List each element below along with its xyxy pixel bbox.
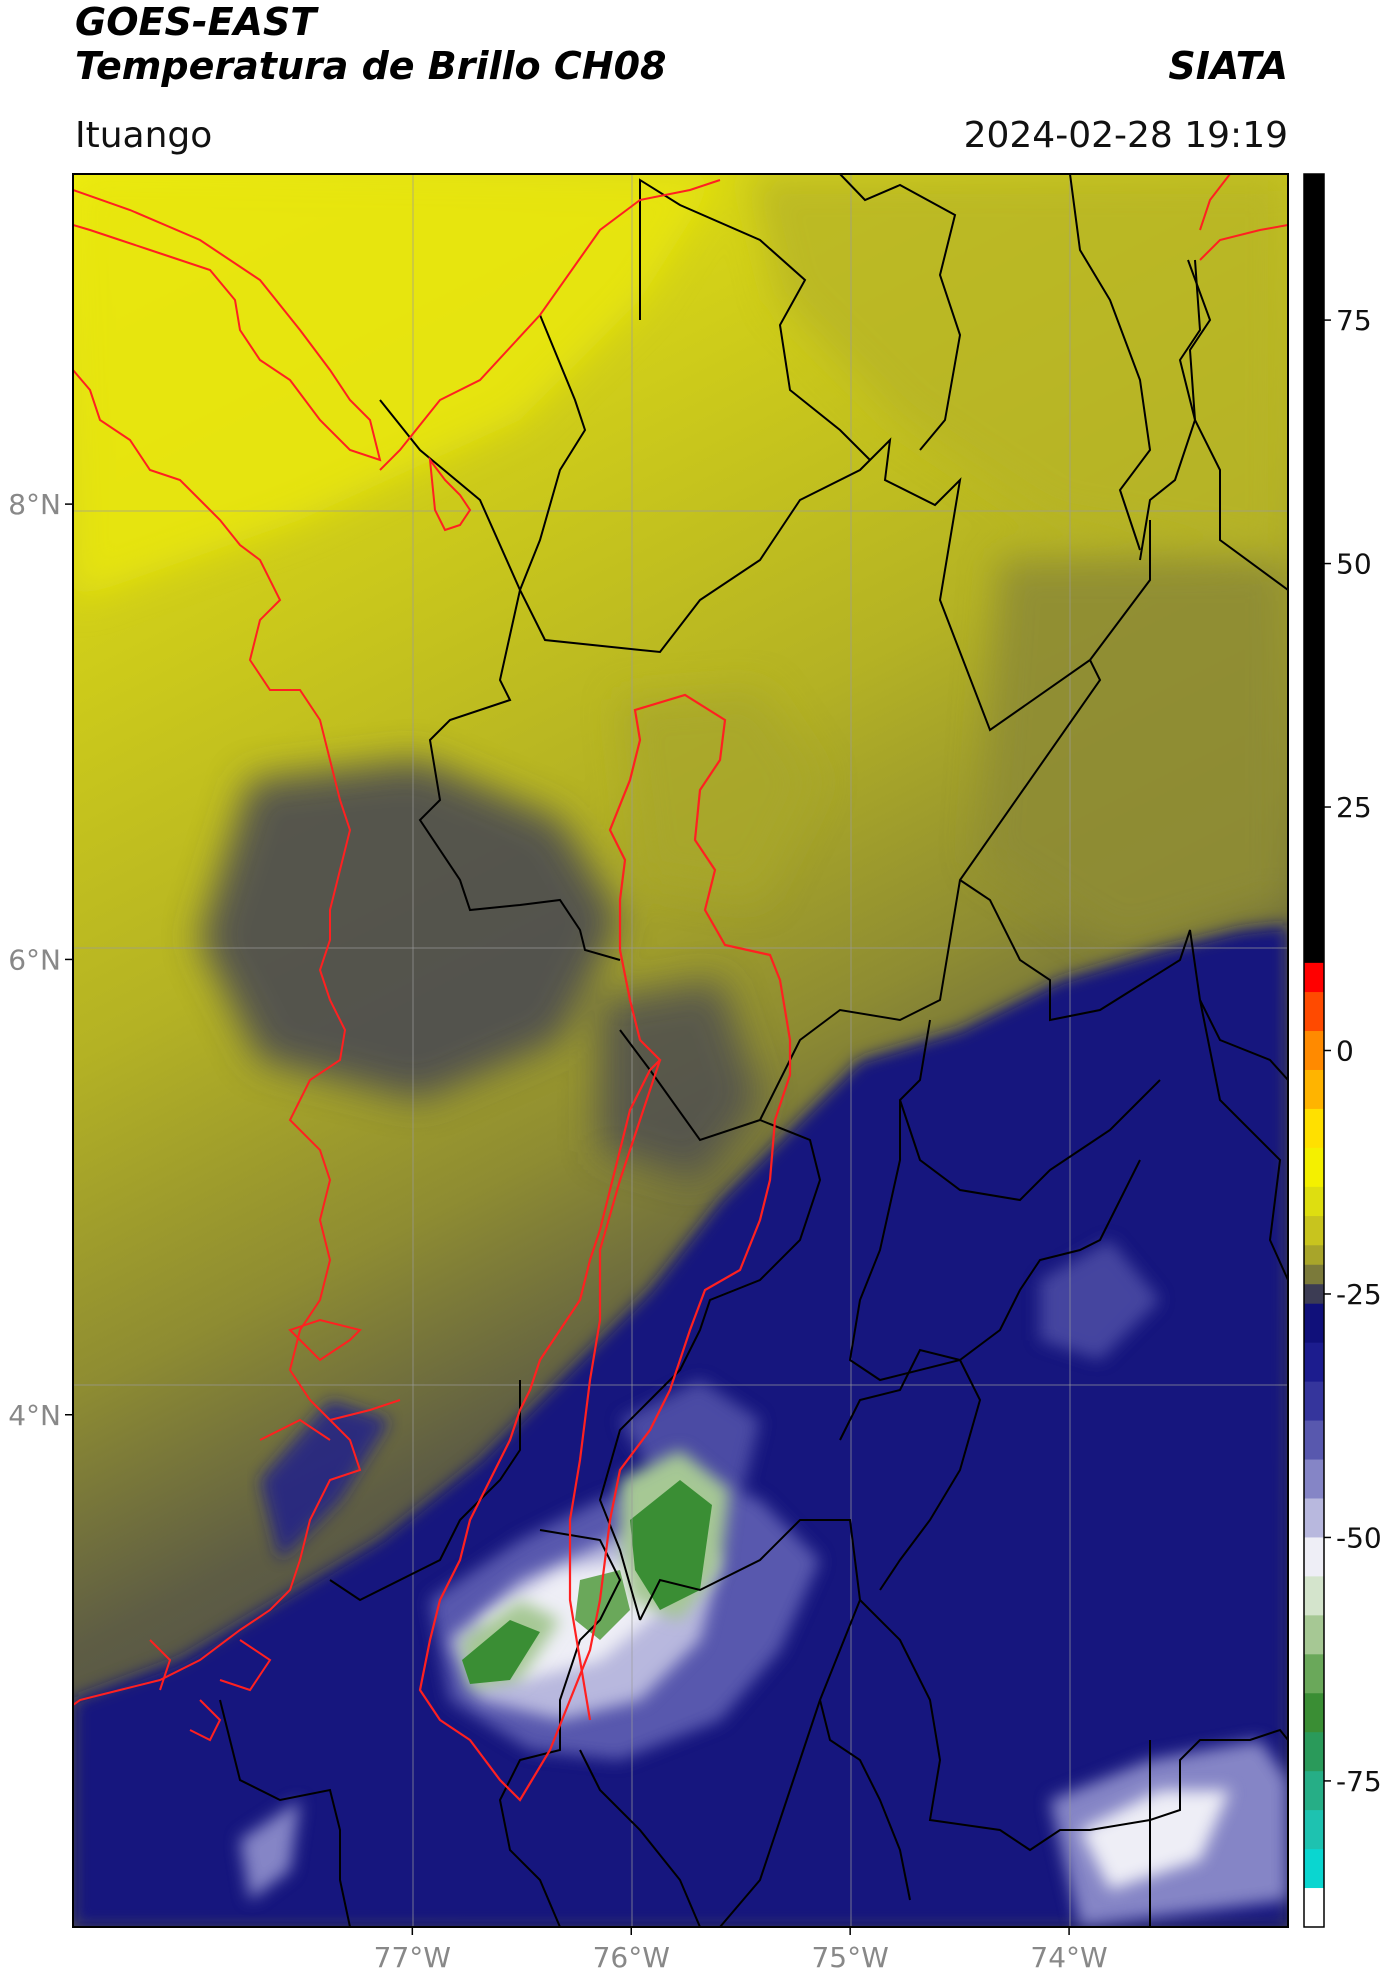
colorbar-segment	[1304, 1732, 1324, 1772]
colorbar-segment	[1304, 1693, 1324, 1733]
graticule	[73, 174, 1288, 1927]
colorbar-segment	[1304, 174, 1324, 964]
colorbar-tick-label: -25	[1336, 1278, 1382, 1311]
colorbar-segment	[1304, 1381, 1324, 1422]
colorbar-segment	[1304, 1888, 1324, 1928]
administrative-boundaries	[219, 174, 1288, 1927]
colorbar-segment	[1304, 1615, 1324, 1655]
colorbar-segment	[1304, 1108, 1324, 1149]
colorbar-segment	[1304, 1284, 1324, 1305]
organization-label: SIATA	[1168, 44, 1288, 88]
brightness-temperature-field	[73, 174, 1288, 1927]
lon-tick-label: 77°W	[374, 1941, 451, 1974]
colorbar-tick-label: -50	[1336, 1521, 1382, 1554]
colorbar-segment	[1304, 1342, 1324, 1383]
colorbar-segment	[1304, 1186, 1324, 1217]
colorbar-segments	[1304, 174, 1324, 1928]
colorbar-segment	[1304, 1459, 1324, 1500]
colorbar-tick-labels: 75 50 25 0 -25 -50 -75	[1324, 304, 1382, 1798]
title-line-2: Temperatura de Brillo CH08	[75, 44, 667, 88]
colorbar-segment	[1304, 1537, 1324, 1577]
colorbar-segment	[1304, 1216, 1324, 1246]
colorbar-segment	[1304, 1303, 1324, 1344]
colorbar-segment	[1304, 1576, 1324, 1616]
colorbar-segment	[1304, 1498, 1324, 1539]
colorbar-tick-label: 25	[1336, 791, 1372, 824]
colorbar-segment	[1304, 1264, 1324, 1285]
colorbar-segment	[1304, 962, 1324, 993]
lat-tick-label: 8°N	[8, 488, 61, 521]
colorbar-tick-label: -75	[1336, 1765, 1382, 1798]
colorbar-segment	[1304, 1031, 1324, 1071]
lon-tick-label: 75°W	[811, 1941, 888, 1974]
datetime-label: 2024-02-28 19:19	[963, 115, 1288, 156]
colorbar-segment	[1304, 992, 1324, 1032]
colorbar-tick-label: 75	[1336, 304, 1372, 337]
colorbar-segment	[1304, 1849, 1324, 1889]
lat-tick-label: 6°N	[8, 943, 61, 976]
colorbar-tick-label: 50	[1336, 548, 1372, 581]
colorbar: 75 50 25 0 -25 -50 -75	[1303, 173, 1382, 1928]
lat-tick-label: 4°N	[8, 1399, 61, 1432]
latitude-tick-labels: 8°N 6°N 4°N	[8, 488, 73, 1432]
colorbar-segment	[1304, 1810, 1324, 1850]
colorbar-segment	[1304, 1245, 1324, 1266]
lon-tick-label: 76°W	[593, 1941, 670, 1974]
title-line-1: GOES-EAST	[75, 0, 317, 44]
colorbar-tick-label: 0	[1336, 1035, 1354, 1068]
coastline	[73, 174, 1288, 1742]
map-frame	[72, 173, 1289, 1928]
longitude-tick-labels: 77°W 76°W 75°W 74°W	[374, 1927, 1108, 1974]
basin-outline	[418, 693, 792, 1802]
colorbar-segment	[1304, 1420, 1324, 1461]
colorbar-segment	[1304, 1771, 1324, 1811]
colorbar-segment	[1304, 1654, 1324, 1694]
colorbar-segment	[1304, 1147, 1324, 1188]
colorbar-segment	[1304, 1069, 1324, 1110]
lon-tick-label: 74°W	[1030, 1941, 1107, 1974]
location-label: Ituango	[75, 115, 213, 156]
